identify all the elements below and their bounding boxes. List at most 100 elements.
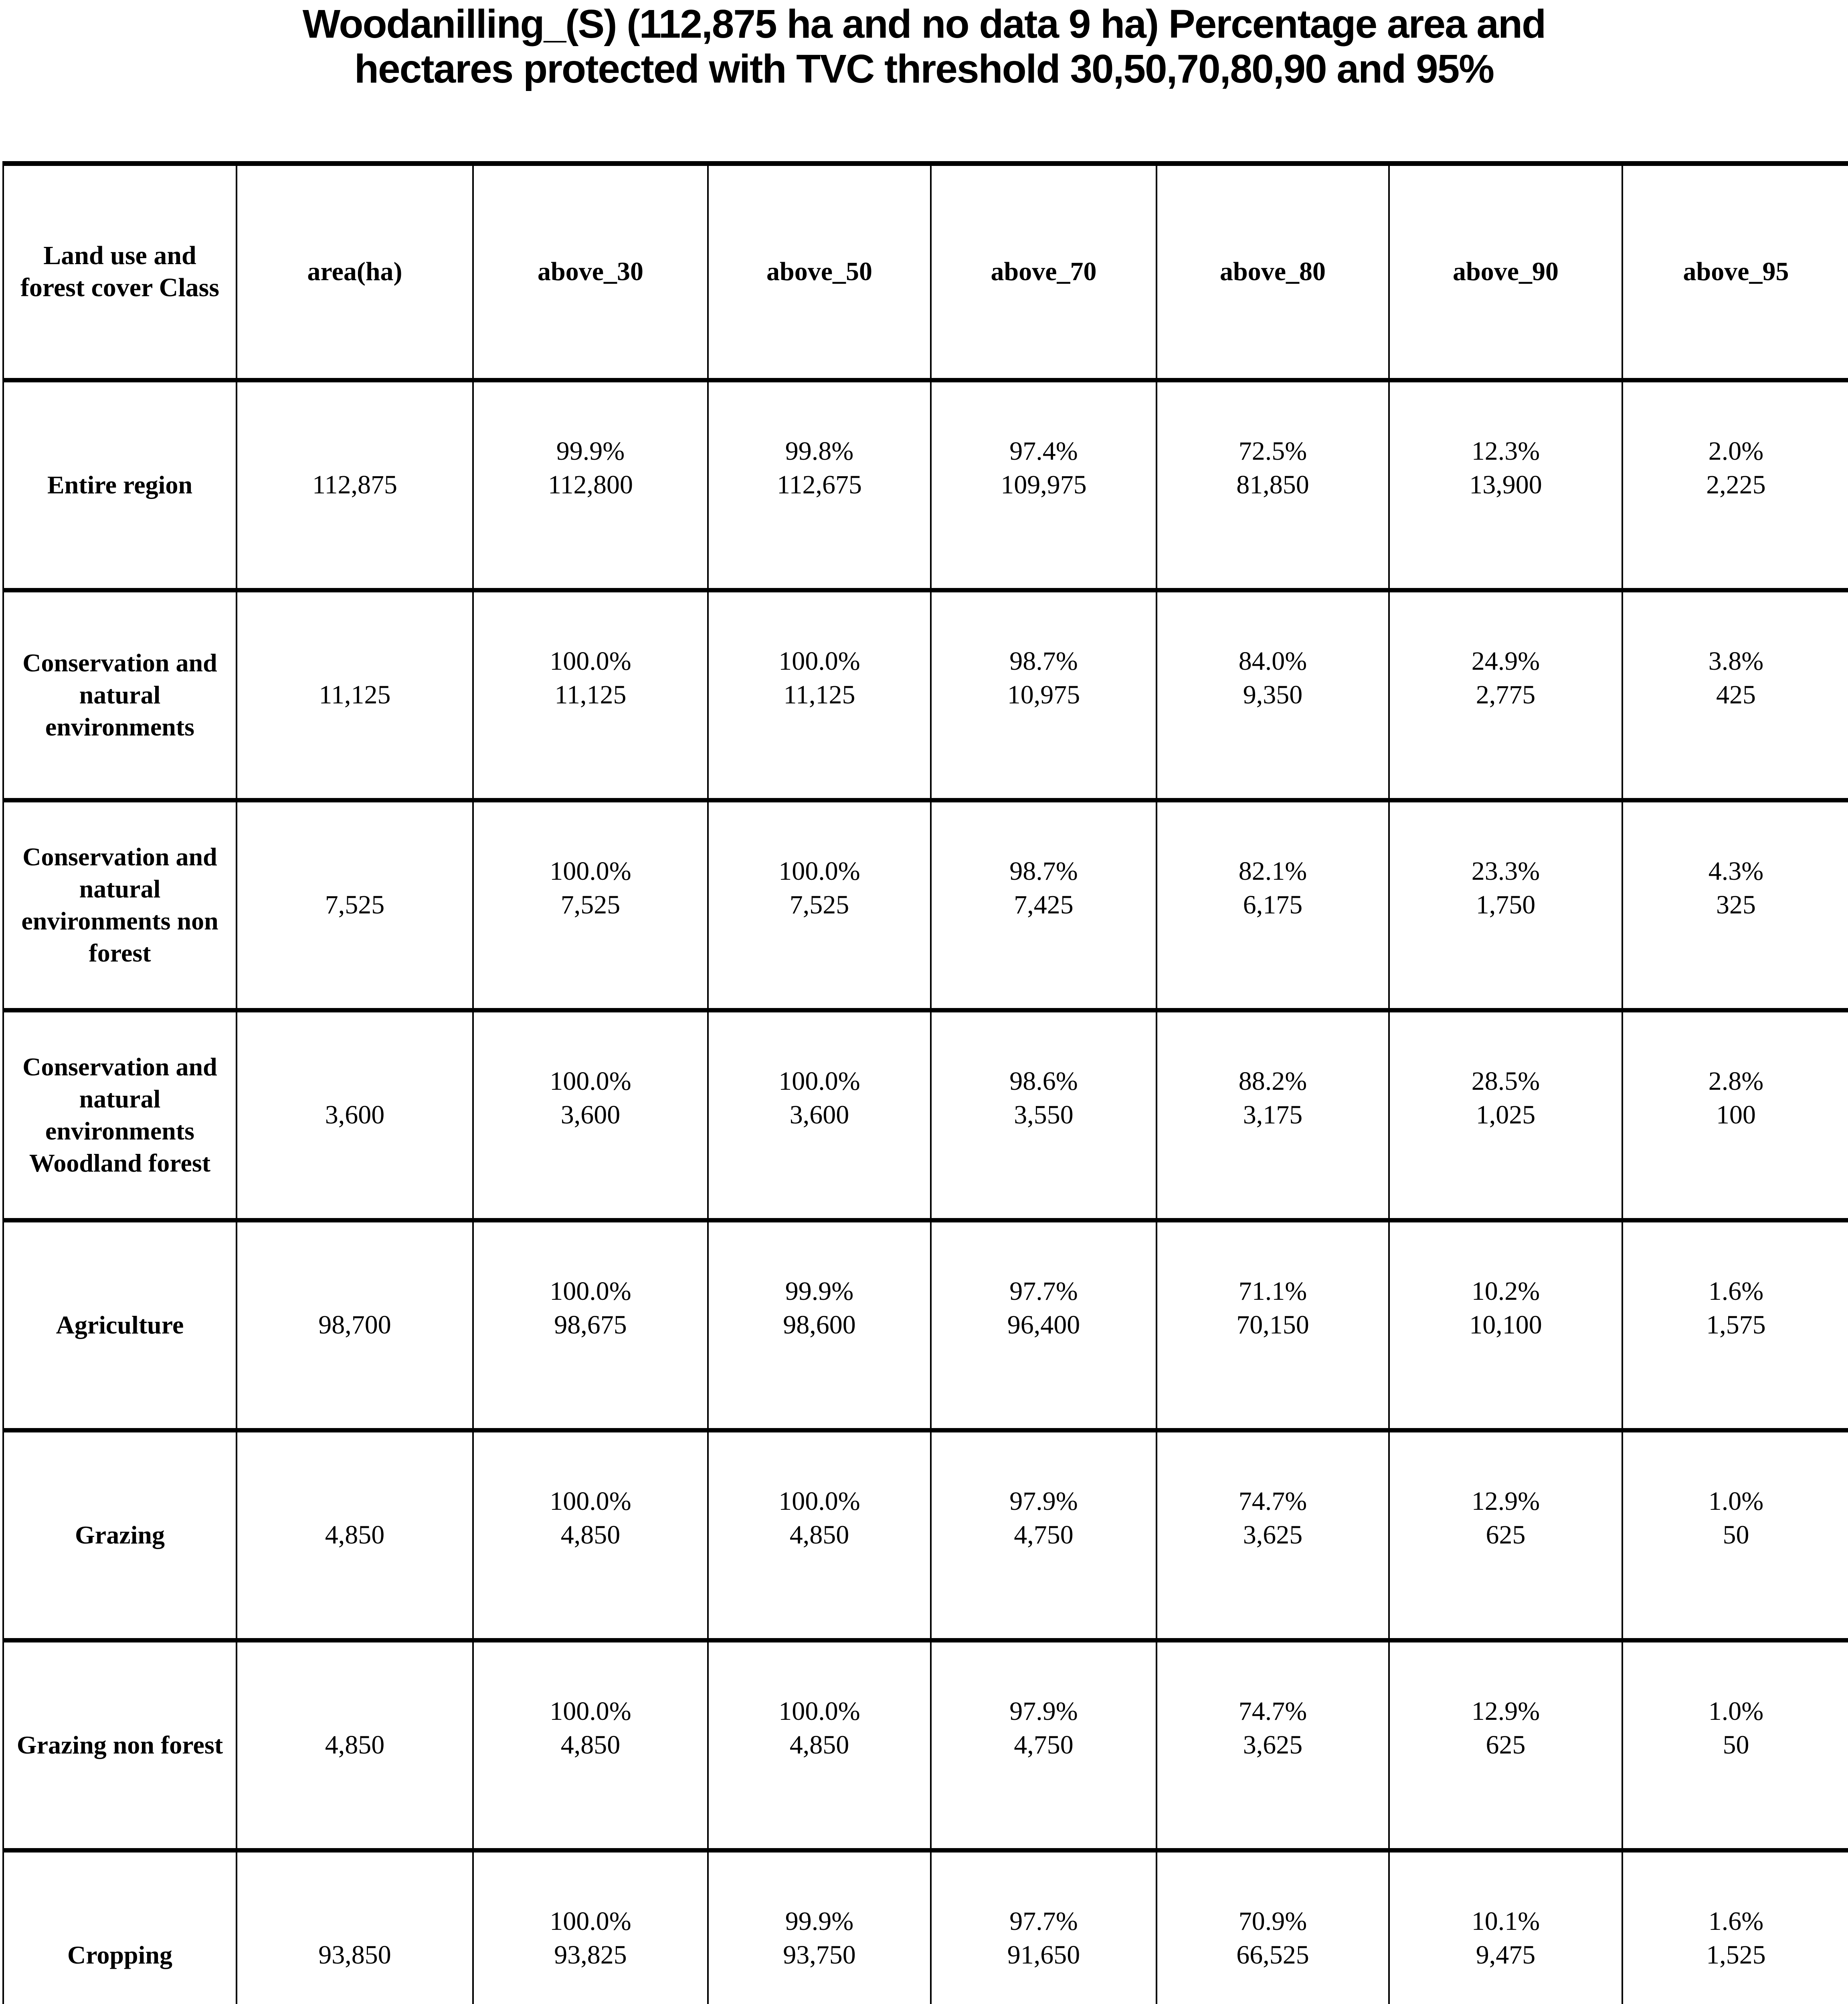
hectares-value: 625 bbox=[1486, 1730, 1526, 1760]
threshold-cell: 4.3% 325 bbox=[1622, 800, 1848, 1010]
threshold-cell: 74.7% 3,625 bbox=[1156, 1640, 1389, 1850]
table-row: Entire region 112,875 99.9% 112,800 99.8% 112… bbox=[2, 380, 1848, 590]
hectares-value: 81,850 bbox=[1236, 470, 1309, 499]
column-header: area(ha) bbox=[236, 164, 473, 380]
threshold-cell: 97.4% 109,975 bbox=[930, 380, 1157, 590]
percent-value: 12.9% bbox=[1471, 1487, 1540, 1516]
hectares-value: 3,600 bbox=[560, 1100, 621, 1129]
threshold-cell: 99.9% 112,800 bbox=[472, 380, 708, 590]
threshold-cell: 2.0% 2,225 bbox=[1622, 380, 1848, 590]
table-row: Conservation and natural environments no… bbox=[2, 800, 1848, 1010]
row-label: Conservation and natural environments no… bbox=[2, 800, 237, 1010]
percent-value: 1.6% bbox=[1708, 1277, 1764, 1306]
hectares-value: 625 bbox=[1486, 1520, 1526, 1549]
hectares-value: 50 bbox=[1723, 1520, 1749, 1549]
row-label: Conservation and natural environments bbox=[2, 590, 237, 800]
threshold-cell: 1.6% 1,525 bbox=[1622, 1850, 1848, 2004]
hectares-value: 2,775 bbox=[1476, 680, 1536, 709]
area-value: 112,875 bbox=[236, 380, 473, 590]
percent-value: 3.8% bbox=[1708, 646, 1764, 676]
percent-value: 72.5% bbox=[1238, 436, 1307, 466]
threshold-cell: 100.0% 7,525 bbox=[707, 800, 931, 1010]
threshold-cell: 88.2% 3,175 bbox=[1156, 1010, 1389, 1220]
table-row: Agriculture 98,700 100.0% 98,675 99.9% 98,600… bbox=[2, 1220, 1848, 1430]
threshold-cell: 12.9% 625 bbox=[1388, 1640, 1622, 1850]
percent-value: 100.0% bbox=[550, 1277, 631, 1306]
percent-value: 100.0% bbox=[778, 1487, 860, 1516]
hectares-value: 11,125 bbox=[554, 680, 627, 709]
threshold-cell: 99.9% 98,600 bbox=[707, 1220, 931, 1430]
percent-value: 97.4% bbox=[1009, 436, 1078, 466]
hectares-value: 50 bbox=[1723, 1730, 1749, 1760]
threshold-cell: 23.3% 1,750 bbox=[1388, 800, 1622, 1010]
column-header: above_30 bbox=[472, 164, 708, 380]
hectares-value: 425 bbox=[1716, 680, 1756, 709]
table-row: Cropping 93,850 100.0% 93,825 99.9% 93,750 97.… bbox=[2, 1850, 1848, 2004]
threshold-cell: 100.0% 7,525 bbox=[472, 800, 708, 1010]
percent-value: 100.0% bbox=[550, 1067, 631, 1096]
column-header: above_50 bbox=[707, 164, 931, 380]
area-value: 93,850 bbox=[236, 1850, 473, 2004]
hectares-value: 66,525 bbox=[1236, 1940, 1309, 1970]
table-header: Land use and forest cover Class area(ha) a… bbox=[2, 164, 1848, 380]
threshold-cell: 97.9% 4,750 bbox=[930, 1640, 1157, 1850]
percent-value: 100.0% bbox=[550, 857, 631, 886]
percent-value: 1.6% bbox=[1708, 1907, 1764, 1936]
percent-value: 2.0% bbox=[1708, 436, 1764, 466]
percent-value: 1.0% bbox=[1708, 1487, 1764, 1516]
table-row: Conservation and natural environments 11,… bbox=[2, 590, 1848, 800]
tvc-protection-table: Land use and forest cover Class area(ha) a… bbox=[2, 161, 1848, 2004]
threshold-cell: 97.9% 4,750 bbox=[930, 1430, 1157, 1640]
hectares-value: 3,600 bbox=[789, 1100, 849, 1129]
threshold-cell: 70.9% 66,525 bbox=[1156, 1850, 1389, 2004]
hectares-value: 100 bbox=[1716, 1100, 1756, 1129]
percent-value: 98.7% bbox=[1009, 857, 1078, 886]
hectares-value: 7,525 bbox=[560, 890, 621, 919]
threshold-cell: 100.0% 3,600 bbox=[472, 1010, 708, 1220]
row-label: Grazing bbox=[2, 1430, 237, 1640]
percent-value: 4.3% bbox=[1708, 857, 1764, 886]
page-title: Woodanilling_(S) (112,875 ha and no data… bbox=[0, 2, 1848, 91]
hectares-value: 1,025 bbox=[1476, 1100, 1536, 1129]
hectares-value: 7,525 bbox=[789, 890, 849, 919]
hectares-value: 93,825 bbox=[554, 1940, 627, 1970]
threshold-cell: 12.3% 13,900 bbox=[1388, 380, 1622, 590]
threshold-cell: 100.0% 98,675 bbox=[472, 1220, 708, 1430]
threshold-cell: 72.5% 81,850 bbox=[1156, 380, 1389, 590]
threshold-cell: 1.0% 50 bbox=[1622, 1430, 1848, 1640]
threshold-cell: 100.0% 4,850 bbox=[472, 1430, 708, 1640]
hectares-value: 4,750 bbox=[1014, 1520, 1074, 1549]
hectares-value: 4,850 bbox=[789, 1520, 849, 1549]
percent-value: 100.0% bbox=[550, 1697, 631, 1726]
threshold-cell: 74.7% 3,625 bbox=[1156, 1430, 1389, 1640]
hectares-value: 4,850 bbox=[789, 1730, 849, 1760]
percent-value: 99.9% bbox=[785, 1907, 854, 1936]
column-header: above_80 bbox=[1156, 164, 1389, 380]
row-label: Entire region bbox=[2, 380, 237, 590]
threshold-cell: 10.2% 10,100 bbox=[1388, 1220, 1622, 1430]
hectares-value: 98,600 bbox=[783, 1310, 856, 1339]
threshold-cell: 100.0% 4,850 bbox=[707, 1430, 931, 1640]
hectares-value: 3,625 bbox=[1243, 1730, 1303, 1760]
threshold-cell: 97.7% 96,400 bbox=[930, 1220, 1157, 1430]
area-value: 11,125 bbox=[236, 590, 473, 800]
threshold-cell: 98.7% 7,425 bbox=[930, 800, 1157, 1010]
table-body: Entire region 112,875 99.9% 112,800 99.8% 112… bbox=[2, 380, 1848, 2004]
column-header: above_90 bbox=[1388, 164, 1622, 380]
percent-value: 23.3% bbox=[1471, 857, 1540, 886]
table-row: Grazing 4,850 100.0% 4,850 100.0% 4,850 97.9% 4… bbox=[2, 1430, 1848, 1640]
threshold-cell: 84.0% 9,350 bbox=[1156, 590, 1389, 800]
hectares-value: 6,175 bbox=[1243, 890, 1303, 919]
threshold-cell: 100.0% 11,125 bbox=[707, 590, 931, 800]
hectares-value: 3,550 bbox=[1014, 1100, 1074, 1129]
hectares-value: 112,800 bbox=[548, 470, 633, 499]
threshold-cell: 100.0% 4,850 bbox=[472, 1640, 708, 1850]
percent-value: 97.7% bbox=[1009, 1277, 1078, 1306]
hectares-value: 9,475 bbox=[1476, 1940, 1536, 1970]
threshold-cell: 71.1% 70,150 bbox=[1156, 1220, 1389, 1430]
threshold-cell: 10.1% 9,475 bbox=[1388, 1850, 1622, 2004]
percent-value: 84.0% bbox=[1238, 646, 1307, 676]
hectares-value: 1,525 bbox=[1706, 1940, 1766, 1970]
percent-value: 10.2% bbox=[1471, 1277, 1540, 1306]
threshold-cell: 1.6% 1,575 bbox=[1622, 1220, 1848, 1430]
